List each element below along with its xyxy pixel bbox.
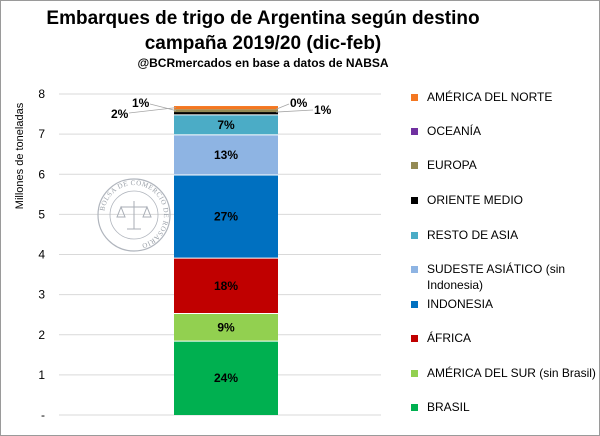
legend-item: AMÉRICA DEL SUR (sin Brasil): [411, 365, 596, 380]
data-label: 24%: [214, 371, 238, 385]
legend-label: RESTO DE ASIA: [427, 228, 518, 242]
data-label: 1%: [132, 96, 150, 110]
chart-title-line-2: campaña 2019/20 (dic-feb): [145, 33, 382, 54]
legend-item: INDONESIA: [411, 297, 493, 311]
y-tick-label: 1: [38, 368, 45, 382]
data-labels: 24% 9% 18% 27% 13% 7%: [214, 118, 238, 385]
legend-item: SUDESTE ASIÁTICO (sin Indonesia): [411, 261, 565, 292]
legend-swatch: [411, 370, 418, 377]
legend-label: Indonesia): [427, 278, 483, 292]
legend-item: RESTO DE ASIA: [411, 228, 518, 242]
legend-item: EUROPA: [411, 158, 477, 172]
y-axis-label: Millones de toneladas: [14, 102, 26, 209]
y-tick-label: 8: [38, 87, 45, 101]
legend: AMÉRICA DEL NORTE OCEANÍA EUROPA ORIENTE ME…: [411, 89, 596, 414]
legend-label: ORIENTE MEDIO: [427, 193, 523, 207]
data-label: 13%: [214, 148, 238, 162]
legend-label: AMÉRICA DEL NORTE: [427, 89, 552, 104]
stacked-bar: [174, 106, 278, 415]
legend-label: INDONESIA: [427, 297, 493, 311]
bar-segment: [174, 112, 278, 115]
legend-swatch: [411, 232, 418, 239]
y-tick-label: -: [41, 408, 45, 422]
chart-subtitle: @BCRmercados en base a datos de NABSA: [137, 56, 388, 70]
y-axis-ticks: - 1 2 3 4 5 6 7 8: [38, 87, 45, 422]
legend-swatch: [411, 266, 418, 273]
y-tick-label: 2: [38, 328, 45, 342]
legend-label: ÁFRICA: [427, 330, 471, 345]
data-label: 2%: [111, 107, 129, 121]
legend-item: AMÉRICA DEL NORTE: [411, 89, 552, 104]
y-tick-label: 7: [38, 127, 45, 141]
data-label: 7%: [217, 118, 235, 132]
chart-title-line-1: Embarques de trigo de Argentina según de…: [46, 8, 479, 29]
y-tick-label: 6: [38, 167, 45, 181]
legend-swatch: [411, 197, 418, 204]
legend-swatch: [411, 94, 418, 101]
legend-swatch: [411, 128, 418, 135]
bar-segment: [174, 106, 278, 110]
bar-segment: [174, 175, 278, 259]
bar-segment: [174, 109, 278, 113]
legend-item: ÁFRICA: [411, 330, 471, 345]
legend-item: BRASIL: [411, 400, 470, 414]
legend-swatch: [411, 404, 418, 411]
data-label: 0%: [290, 96, 308, 110]
data-label-callouts: 1% 1% 0% 2%: [111, 96, 332, 121]
data-label: 27%: [214, 210, 238, 224]
legend-swatch: [411, 301, 418, 308]
legend-item: ORIENTE MEDIO: [411, 193, 523, 207]
callout-line: [275, 103, 290, 110]
scales-icon: [116, 201, 152, 230]
y-tick-label: 4: [38, 248, 45, 262]
legend-swatch: [411, 162, 418, 169]
legend-label: AMÉRICA DEL SUR (sin Brasil): [427, 365, 596, 380]
bar-segment: [174, 313, 278, 342]
callout-line: [149, 103, 177, 112]
bar-segment: [174, 258, 278, 314]
legend-label: OCEANÍA: [427, 123, 481, 138]
callout-line: [128, 107, 177, 114]
data-label: 18%: [214, 279, 238, 293]
y-tick-label: 3: [38, 288, 45, 302]
legend-label: SUDESTE ASIÁTICO (sin: [427, 261, 565, 276]
data-label: 9%: [217, 320, 235, 334]
legend-label: EUROPA: [427, 158, 477, 172]
callout-line: [275, 109, 314, 113]
bar-segment: [174, 134, 278, 176]
data-label: 1%: [314, 103, 332, 117]
y-tick-label: 5: [38, 207, 45, 221]
watermark-seal: BOLSA DE COMERCIO DE ROSARIO: [97, 178, 171, 252]
bar-segment: [174, 114, 278, 135]
chart-titles: Embarques de trigo de Argentina según de…: [46, 8, 479, 70]
legend-label: BRASIL: [427, 400, 470, 414]
legend-item: OCEANÍA: [411, 123, 481, 138]
bar-segment: [174, 341, 278, 415]
legend-swatch: [411, 335, 418, 342]
